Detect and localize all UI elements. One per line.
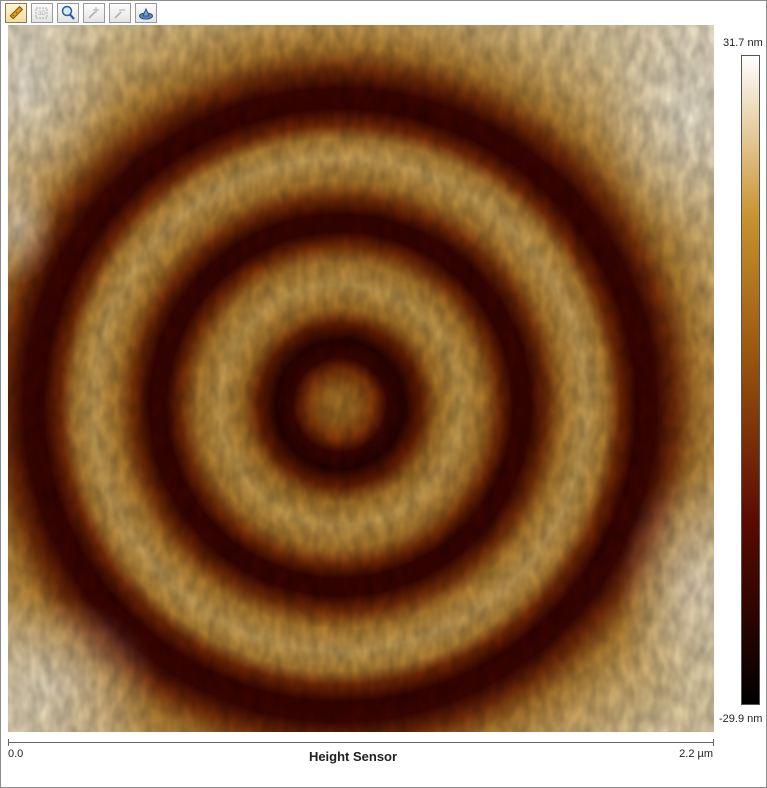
x-axis-tick-end bbox=[713, 739, 714, 746]
x-axis-line bbox=[8, 742, 714, 743]
3d-view-button[interactable] bbox=[135, 3, 157, 23]
x-axis-max-label: 2.2 µm bbox=[679, 748, 713, 760]
color-scale-max-label: 31.7 nm bbox=[723, 37, 763, 49]
zoom-out-button[interactable] bbox=[109, 3, 131, 23]
height-map-image[interactable] bbox=[8, 25, 714, 732]
zoom-out-icon bbox=[114, 9, 125, 19]
x-axis-tick-start bbox=[8, 739, 9, 746]
zoom-region-icon: 3D bbox=[35, 7, 48, 19]
3d-view-icon bbox=[139, 7, 153, 20]
zoom-in-icon bbox=[88, 7, 99, 19]
zoom-region-button[interactable]: 3D bbox=[31, 3, 53, 23]
svg-text:3D: 3D bbox=[38, 11, 46, 17]
measure-ruler-icon bbox=[9, 5, 24, 20]
x-axis-min-label: 0.0 bbox=[8, 748, 24, 760]
magnifier-icon bbox=[61, 5, 75, 20]
zoom-in-button[interactable] bbox=[83, 3, 105, 23]
toolbar: 3D bbox=[5, 3, 157, 25]
color-scale-min-label: -29.9 nm bbox=[719, 713, 763, 725]
measure-tool-button[interactable] bbox=[5, 3, 27, 23]
color-scale-bar bbox=[741, 55, 760, 705]
channel-title: Height Sensor bbox=[308, 749, 398, 764]
magnifier-button[interactable] bbox=[57, 3, 79, 23]
